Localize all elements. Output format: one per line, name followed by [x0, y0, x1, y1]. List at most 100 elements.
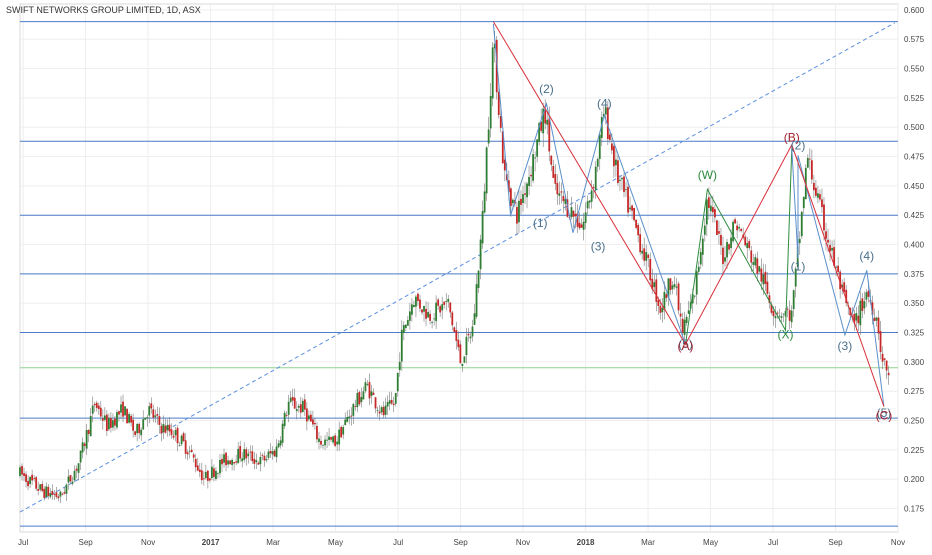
candle-down: [21, 466, 23, 475]
candle-up: [188, 450, 191, 452]
candle-up: [558, 193, 561, 196]
candle-down: [374, 397, 377, 409]
candle-down: [53, 494, 56, 495]
candle-up: [174, 430, 177, 436]
candle-up: [800, 211, 803, 237]
candle-up: [641, 250, 644, 254]
candle-down: [740, 228, 743, 231]
candle-down: [263, 455, 266, 461]
candle-up: [673, 284, 676, 287]
candle-up: [518, 200, 520, 223]
candle-down: [879, 331, 882, 353]
candle-down: [87, 430, 90, 434]
y-tick-label: 0.250: [904, 417, 925, 426]
y-tick-label: 0.275: [904, 387, 925, 396]
candle-up: [142, 419, 145, 430]
candle-down: [23, 473, 25, 476]
horizontal-levels: [20, 21, 898, 527]
candle-up: [247, 453, 250, 457]
candle-down: [33, 478, 36, 480]
candle-down: [182, 433, 185, 442]
candle-down: [261, 454, 264, 456]
candle-up: [29, 477, 32, 484]
candle-down: [455, 330, 458, 341]
candle-down: [196, 465, 199, 471]
candle-up: [598, 134, 601, 160]
candle-down: [37, 489, 40, 491]
candle-down: [722, 247, 724, 265]
candle-up: [534, 157, 537, 159]
candle-up: [780, 316, 783, 318]
candle-up: [408, 311, 411, 321]
candle-down: [225, 452, 227, 466]
x-tick-label: Jul: [18, 538, 28, 547]
candle-up: [295, 409, 298, 412]
candle-up: [493, 43, 496, 49]
candle-down: [443, 301, 446, 305]
candle-up: [162, 423, 165, 433]
candle-down: [114, 418, 116, 426]
candle-down: [95, 402, 98, 408]
candle-down: [118, 411, 120, 415]
candle-down: [316, 425, 318, 440]
candle-down: [665, 294, 668, 299]
candle-down: [548, 118, 551, 152]
wave-lines: [492, 21, 885, 407]
candle-down: [756, 258, 759, 274]
candle-up: [364, 382, 367, 392]
candle-up: [241, 458, 244, 462]
candle-up: [532, 154, 534, 181]
candle-up: [85, 430, 88, 449]
candle-up: [485, 147, 488, 194]
candle-down: [269, 450, 272, 454]
candle-down: [51, 491, 54, 495]
candle-up: [798, 238, 801, 244]
candle-down: [235, 461, 238, 463]
candle-up: [619, 179, 621, 181]
candle-down: [829, 245, 831, 252]
candle-down: [451, 312, 454, 326]
candle-down: [190, 449, 193, 452]
x-tick-label: Sep: [78, 538, 93, 547]
candle-up: [146, 417, 149, 419]
candle-up: [604, 107, 607, 115]
candle-up: [699, 252, 702, 265]
candle-down: [550, 155, 553, 165]
candle-up: [277, 443, 280, 448]
candle-down: [776, 312, 779, 314]
candle-down: [69, 475, 72, 482]
candle-down: [748, 241, 751, 249]
y-tick-label: 0.475: [904, 153, 925, 162]
candle-up: [683, 319, 686, 335]
candle-up: [301, 400, 304, 413]
candle-up: [471, 326, 474, 337]
candle-up: [79, 450, 82, 463]
candle-down: [501, 131, 504, 164]
wave-label: (2): [791, 138, 806, 152]
candle-down: [354, 406, 357, 407]
candle-down: [825, 231, 827, 239]
candle-up: [746, 243, 749, 248]
candle-up: [376, 410, 379, 411]
candle-up: [283, 412, 286, 427]
candle-down: [649, 258, 652, 281]
candle-down: [251, 451, 254, 462]
candle-down: [314, 422, 316, 425]
candle-down: [105, 414, 108, 431]
candle-up: [402, 325, 405, 333]
candle-up: [570, 207, 573, 218]
candle-up: [348, 416, 351, 419]
candle-down: [716, 220, 718, 235]
candle-up: [730, 237, 732, 249]
candle-down: [160, 425, 163, 434]
candle-up: [398, 361, 401, 371]
candle-down: [540, 121, 543, 131]
candle-down: [138, 423, 141, 434]
candle-down: [592, 187, 595, 188]
candle-down: [198, 469, 201, 472]
candle-down: [378, 411, 381, 414]
candle-up: [307, 415, 310, 420]
candle-down: [643, 248, 646, 261]
